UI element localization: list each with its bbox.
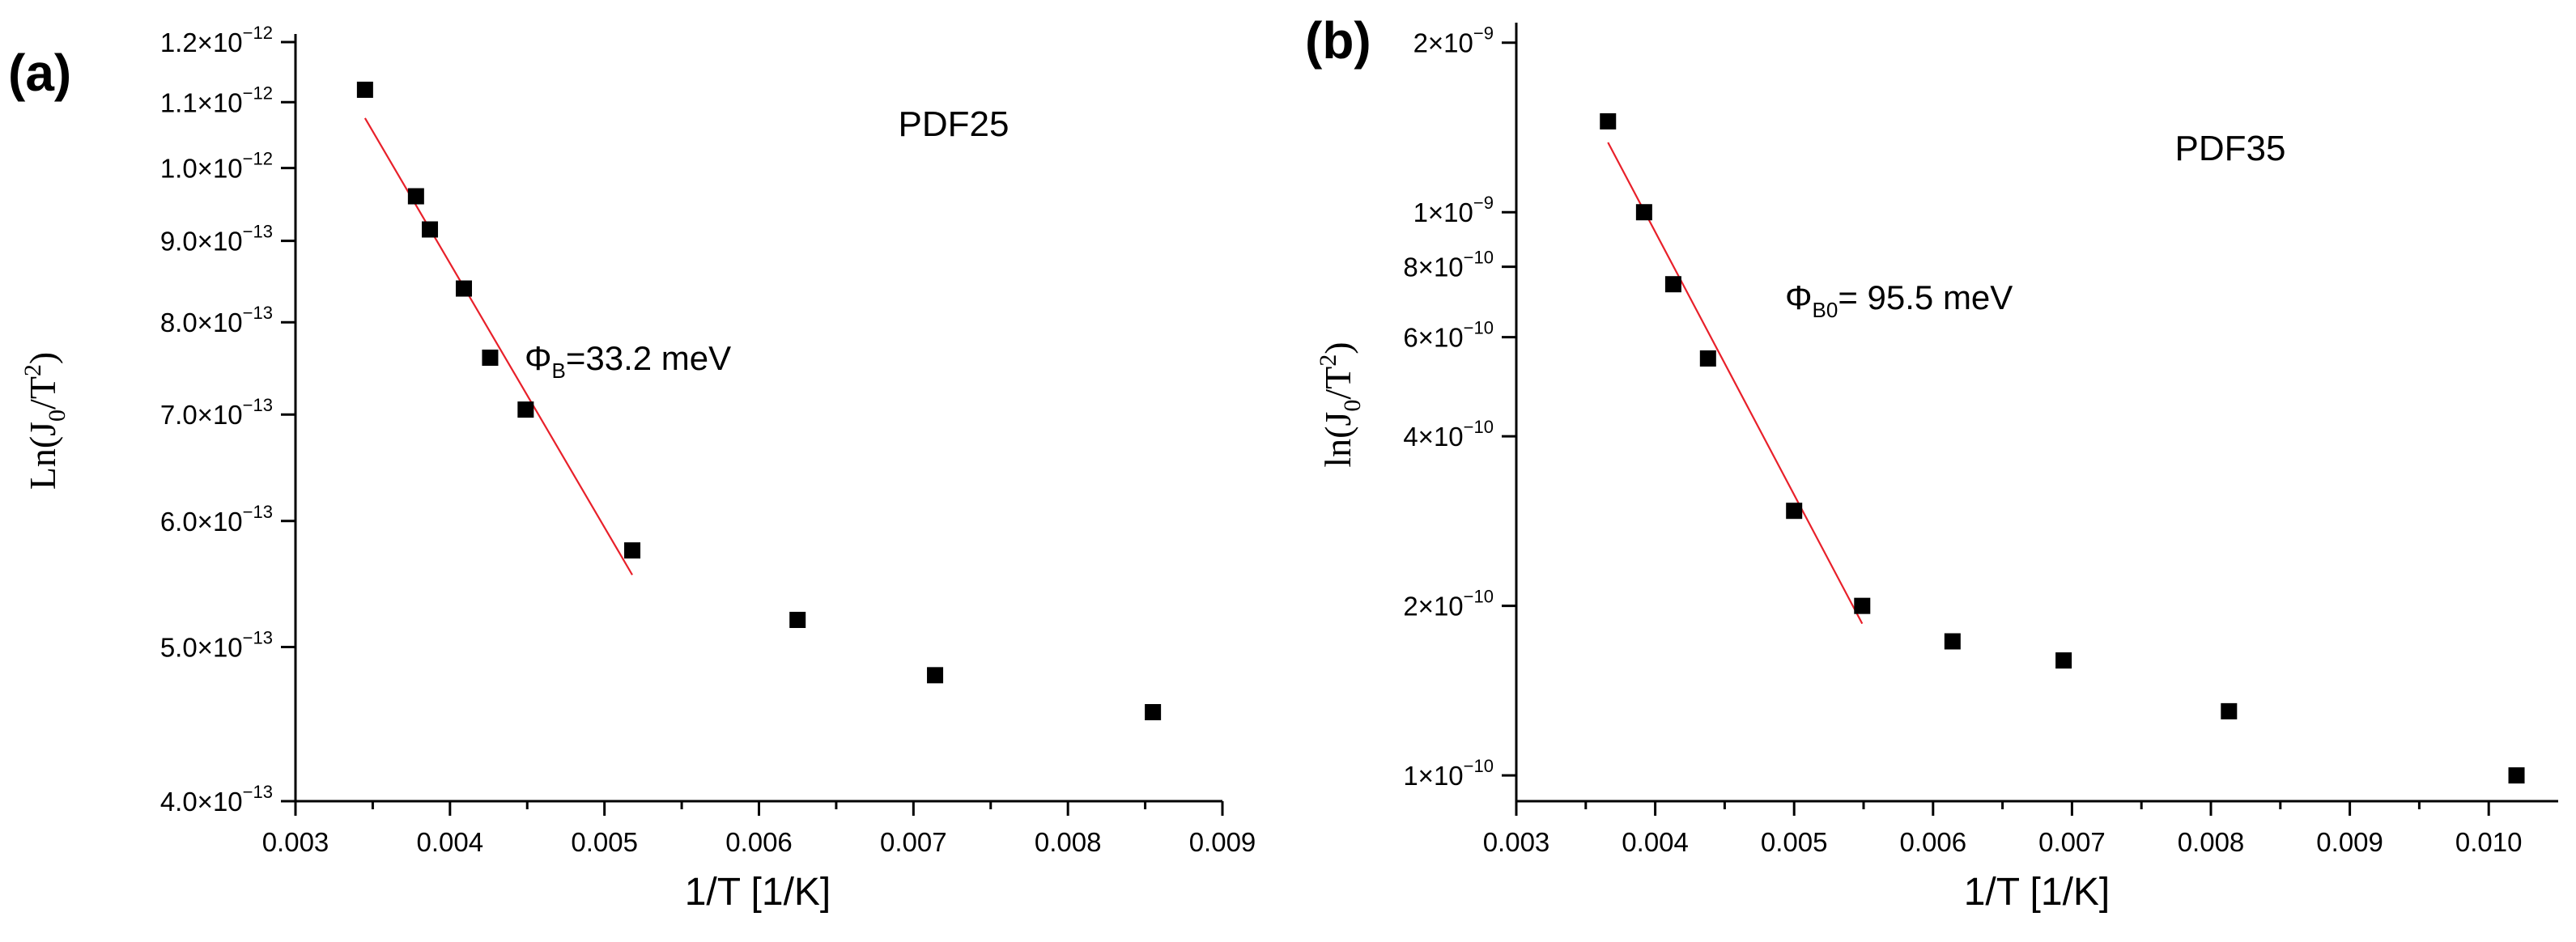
y-tick-label: 4×10−10 [1403, 417, 1494, 452]
y-tick-label: 7.0×10−13 [160, 395, 273, 430]
data-point [2055, 652, 2072, 669]
x-tick-label: 0.007 [880, 827, 947, 857]
data-point [1600, 112, 1617, 129]
data-point [356, 81, 373, 98]
y-tick-label: 1.1×10−12 [160, 83, 273, 117]
data-point [1944, 633, 1961, 650]
y-tick-label: 4.0×10−13 [160, 782, 273, 817]
y-tick-label: 5.0×10−13 [160, 627, 273, 662]
data-point [422, 221, 439, 238]
y-tick-label: 1.2×10−12 [160, 23, 273, 57]
y-tick-label: 1×10−9 [1413, 193, 1494, 227]
panel-label: (b) [1305, 11, 1371, 70]
chart-panel-a: 0.003 0.004 0.005 0.006 0.007 0.008 0.009 4.0×1… [8, 23, 1256, 914]
x-tick-label: 0.006 [1900, 827, 1967, 857]
chart-panel-b: 0.003 0.004 0.005 0.006 0.007 0.008 0.009 0.010… [1305, 11, 2558, 914]
y-tick-label: 2×10−9 [1413, 23, 1494, 58]
x-tick-label: 0.008 [1035, 827, 1102, 857]
x-tick-label: 0.004 [417, 827, 484, 857]
x-tick-label: 0.009 [1189, 827, 1256, 857]
y-tick-label: 8×10−10 [1403, 248, 1494, 282]
y-tick-label: 1×10−10 [1403, 756, 1494, 791]
data-point [927, 667, 944, 684]
barrier-height-annotation: ΦB=33.2 meV [525, 339, 731, 383]
data-point [407, 188, 424, 205]
x-tick-label: 0.004 [1622, 827, 1689, 857]
data-point [1635, 204, 1652, 221]
x-tick-label: 0.007 [2038, 827, 2106, 857]
x-tick-label: 0.003 [262, 827, 329, 857]
y-tick-label: 2×10−10 [1403, 587, 1494, 622]
y-tick-label: 1.0×10−12 [160, 149, 273, 184]
x-axis-title: 1/T [1/K] [1964, 871, 2111, 914]
data-point [1786, 503, 1803, 520]
data-point [789, 611, 806, 628]
y-tick-label: 8.0×10−13 [160, 303, 273, 337]
y-axis-title: ln(J0/T2) [1315, 342, 1366, 467]
data-point [1145, 704, 1162, 721]
data-point [1664, 276, 1681, 293]
data-point [517, 401, 534, 418]
data-point [2221, 702, 2238, 719]
y-tick-label: 6.0×10−13 [160, 502, 273, 537]
data-point [456, 280, 473, 297]
data-point [482, 349, 499, 366]
x-tick-label: 0.003 [1483, 827, 1550, 857]
x-tick-label: 0.009 [2316, 827, 2383, 857]
sample-label: PDF25 [899, 104, 1010, 144]
x-tick-label: 0.005 [571, 827, 638, 857]
sample-label: PDF35 [2175, 129, 2286, 168]
fit-line [1607, 142, 1864, 625]
barrier-height-annotation: ΦB0= 95.5 meV [1785, 278, 2013, 322]
data-point [624, 542, 641, 559]
data-point [1854, 597, 1871, 614]
x-tick-label: 0.008 [2178, 827, 2245, 857]
y-tick-label: 9.0×10−13 [160, 222, 273, 257]
panel-label: (a) [8, 44, 71, 102]
y-axis-title: Ln(J0/T2) [19, 352, 70, 490]
x-tick-label: 0.010 [2455, 827, 2523, 857]
y-tick-label: 6×10−10 [1403, 318, 1494, 353]
x-axis-title: 1/T [1/K] [685, 871, 831, 914]
data-point [1699, 350, 1716, 367]
x-tick-label: 0.006 [725, 827, 793, 857]
x-tick-label: 0.005 [1761, 827, 1828, 857]
data-point [2508, 767, 2525, 784]
